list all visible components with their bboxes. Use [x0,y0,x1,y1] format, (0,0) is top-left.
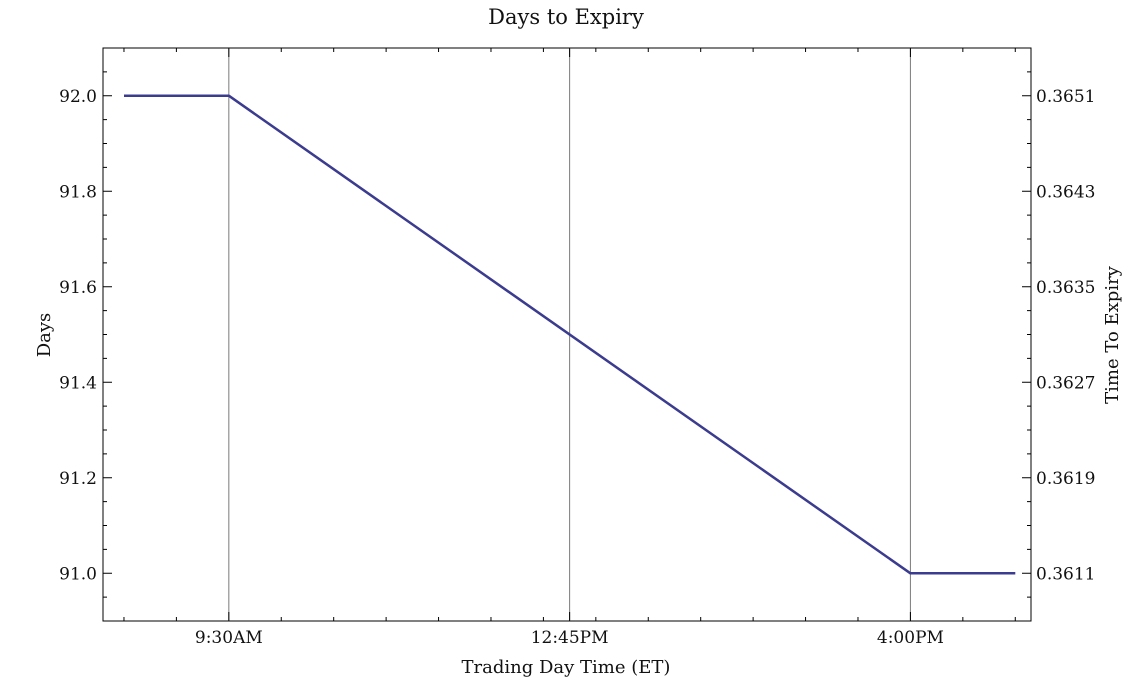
y-axis-label: Days [34,313,55,358]
y2-tick-label: 0.3627 [1036,373,1095,393]
y2-tick-label: 0.3643 [1036,182,1095,202]
days-series [124,94,1016,575]
x-tick-label: 4:00PM [877,628,944,648]
y2-tick-label: 0.3651 [1036,87,1095,107]
y-tick-label: 91.0 [59,564,97,584]
plot-frame [102,47,1032,622]
y2-tick-label: 0.3635 [1036,278,1095,298]
x-axis-label: Trading Day Time (ET) [462,657,671,678]
y-tick-label: 92.0 [59,87,97,107]
y-tick-label: 91.2 [59,469,97,489]
left-y-axis: 91.0 91.2 91.4 91.6 91.8 92.0 [59,71,112,598]
right-y-axis: 0.3611 0.3619 0.3627 0.3635 0.3643 0.3651 [1022,71,1095,598]
x-tick-label: 12:45PM [531,628,609,648]
y2-tick-label: 0.3611 [1036,564,1095,584]
y2-tick-label: 0.3619 [1036,469,1095,489]
series-line-days [124,94,1016,575]
y-tick-label: 91.6 [59,278,97,298]
y2-axis-label: Time To Expiry [1102,265,1123,404]
x-tick-label: 9:30AM [195,628,263,648]
y-tick-label: 91.8 [59,182,97,202]
y-tick-label: 91.4 [59,373,97,393]
x-axis: 9:30AM 12:45PM 4:00PM [123,48,1016,648]
chart-title: Days to Expiry [488,5,644,29]
